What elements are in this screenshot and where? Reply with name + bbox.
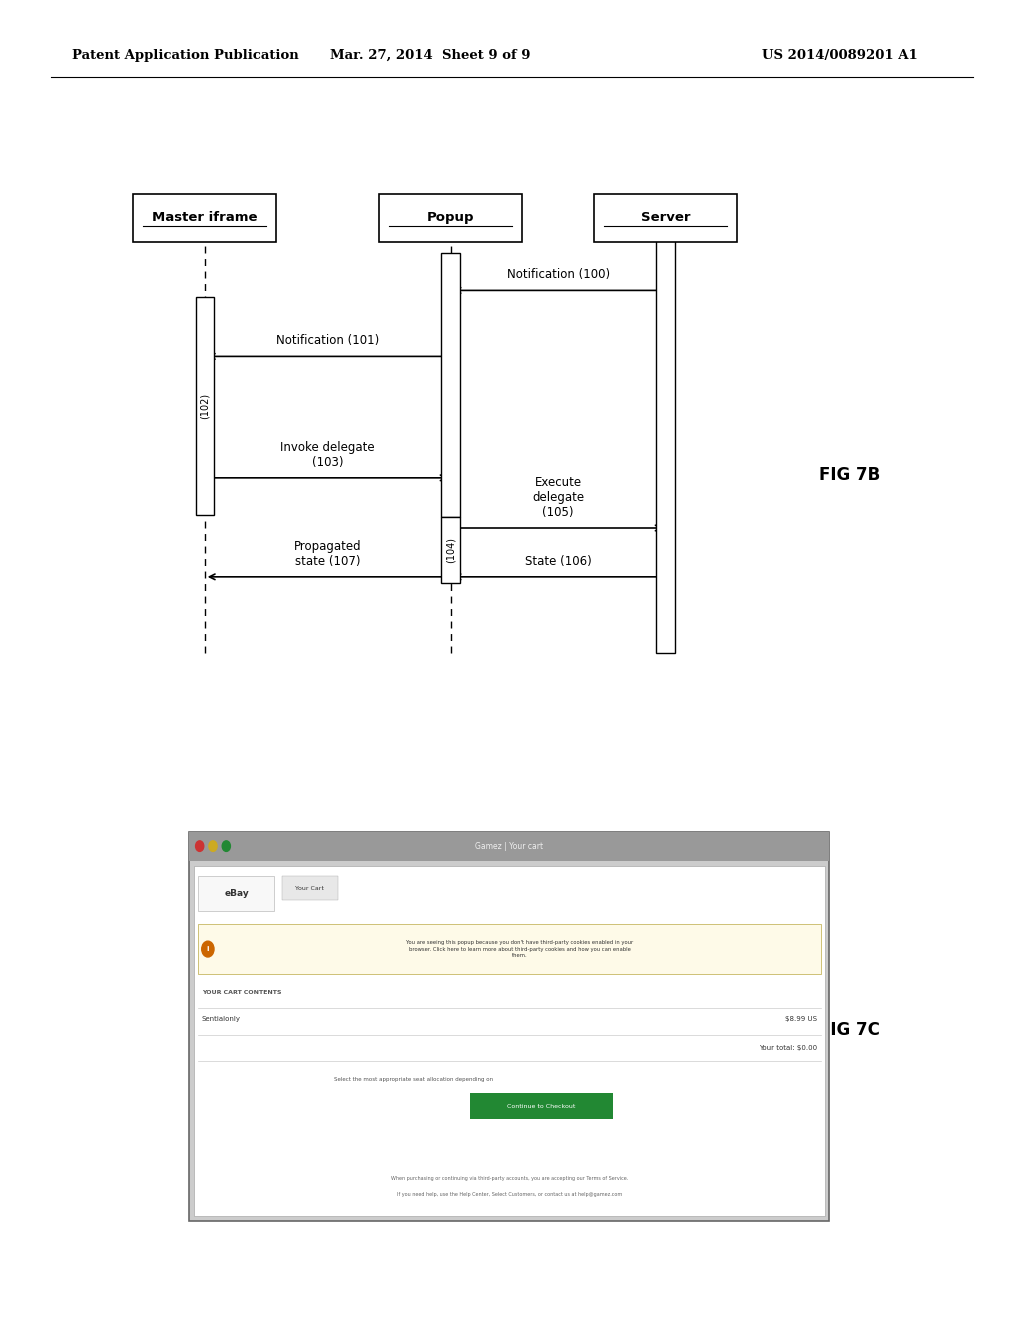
Bar [196,297,214,515]
Text: Patent Application Publication: Patent Application Publication [72,49,298,62]
Bar [470,1093,613,1119]
Bar [198,876,274,911]
Text: Notification (101): Notification (101) [276,334,379,347]
Bar [656,238,675,653]
Text: $8.99 US: $8.99 US [785,1016,817,1022]
Text: (104): (104) [445,537,456,564]
Text: Notification (100): Notification (100) [507,268,609,281]
Text: If you need help, use the Help Center, Select Customers, or contact us at help@g: If you need help, use the Help Center, S… [397,1192,622,1197]
Circle shape [222,841,230,851]
Bar [282,876,338,900]
Circle shape [202,941,214,957]
Text: Mar. 27, 2014  Sheet 9 of 9: Mar. 27, 2014 Sheet 9 of 9 [330,49,530,62]
Bar [594,194,737,242]
Circle shape [196,841,204,851]
Text: Your Cart: Your Cart [295,886,324,891]
Bar [441,517,460,583]
Bar [133,194,276,242]
Text: Select the most appropriate seat allocation depending on: Select the most appropriate seat allocat… [334,1077,493,1082]
Bar [189,832,829,1221]
Text: Popup: Popup [427,211,474,224]
Text: When purchasing or continuing via third-party accounts, you are accepting our Te: When purchasing or continuing via third-… [391,1176,628,1181]
Text: Server: Server [641,211,690,224]
Text: State (106): State (106) [524,554,592,568]
Text: eBay: eBay [224,890,249,898]
Text: Master iframe: Master iframe [152,211,258,224]
Text: FIG 7B: FIG 7B [819,466,881,484]
Text: Continue to Checkout: Continue to Checkout [507,1104,575,1109]
Text: YOUR CART CONTENTS: YOUR CART CONTENTS [202,990,282,995]
Bar [441,253,460,517]
Text: i: i [207,946,209,952]
Bar [379,194,522,242]
Bar [189,832,829,861]
Text: Sentialonly: Sentialonly [202,1016,241,1022]
Text: Gamez | Your cart: Gamez | Your cart [475,842,544,850]
Text: (102): (102) [200,393,210,418]
Bar [194,866,825,1216]
Bar [198,924,821,974]
Text: FIG 7C: FIG 7C [819,1020,881,1039]
Text: Execute
delegate
(105): Execute delegate (105) [532,475,584,519]
Text: Invoke delegate
(103): Invoke delegate (103) [281,441,375,469]
Text: You are seeing this popup because you don't have third-party cookies enabled in : You are seeing this popup because you do… [407,940,633,958]
Circle shape [209,841,217,851]
Text: Your total: $0.00: Your total: $0.00 [759,1045,817,1051]
Text: Propagated
state (107): Propagated state (107) [294,540,361,568]
Text: US 2014/0089201 A1: US 2014/0089201 A1 [762,49,918,62]
